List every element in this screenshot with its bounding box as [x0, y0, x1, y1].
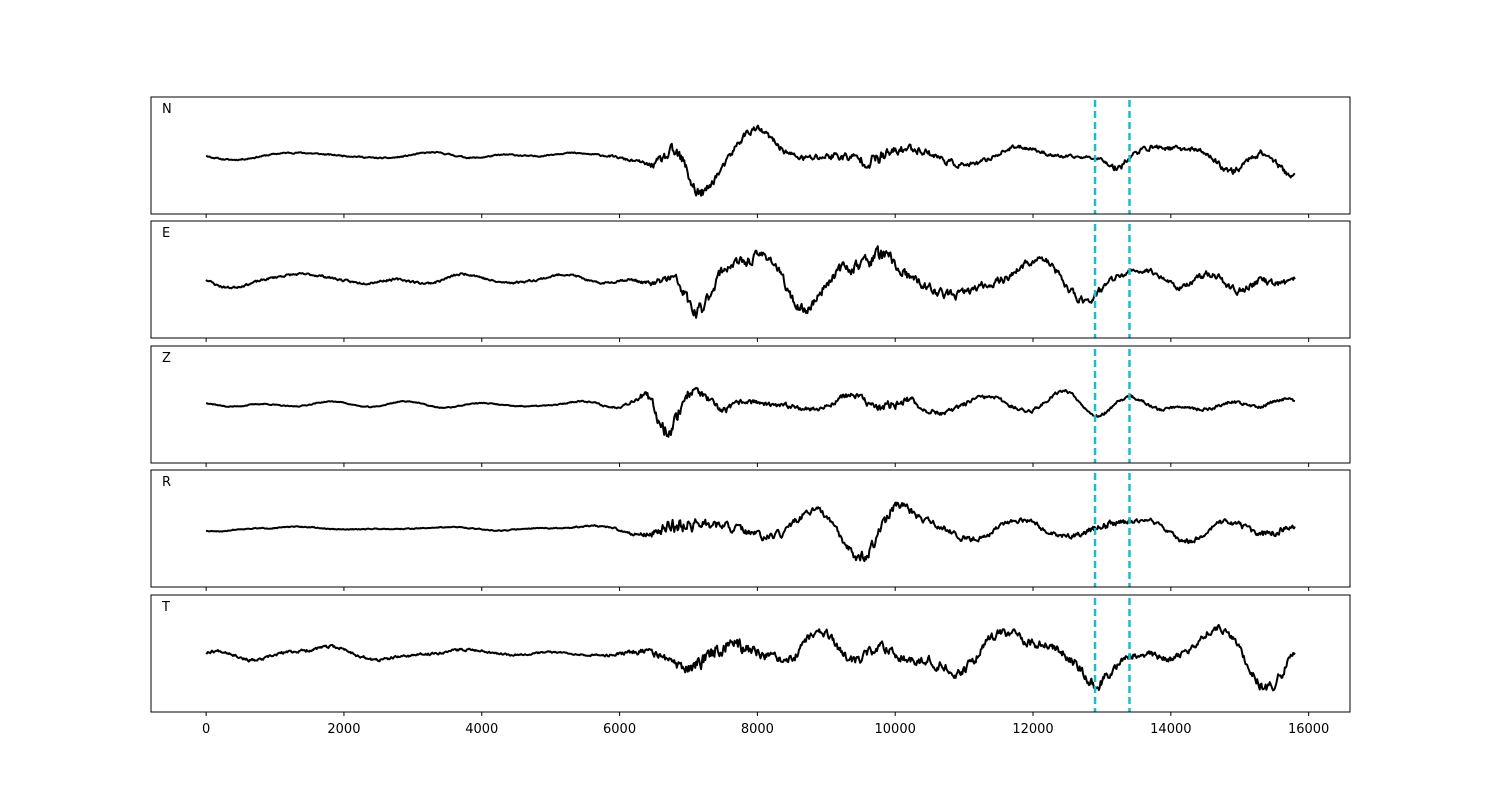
panel-frame	[150, 220, 1351, 339]
panel-frame	[150, 96, 1351, 215]
trace-r	[205, 501, 1296, 563]
trace-t	[205, 623, 1296, 692]
x-tick-label: 14000	[1150, 722, 1191, 737]
x-tick-label: 10000	[875, 722, 916, 737]
panel-frame	[150, 469, 1351, 588]
panel-n: N	[150, 96, 1351, 218]
panel-z: Z	[150, 345, 1351, 467]
x-tick-label: 12000	[1012, 722, 1053, 737]
panels-group: N E Z R T	[150, 96, 1351, 716]
trace-e	[205, 245, 1296, 319]
x-tick-label: 6000	[603, 722, 636, 737]
panel-e: E	[150, 220, 1351, 342]
panel-t: T	[150, 594, 1351, 716]
trace-z	[205, 386, 1296, 438]
panel-frame	[150, 594, 1351, 713]
panel-label: N	[162, 102, 172, 117]
panel-label: R	[162, 475, 171, 490]
panel-label: Z	[162, 351, 171, 366]
trace-n	[205, 124, 1296, 197]
panel-label: T	[161, 600, 170, 615]
x-tick-label: 16000	[1288, 722, 1329, 737]
panel-label: E	[162, 226, 170, 241]
x-axis: 0 2000 4000 6000 8000 10000 12000 14000 16000	[202, 722, 1329, 737]
x-tick-label: 0	[202, 722, 210, 737]
x-tick-label: 8000	[741, 722, 774, 737]
panel-r: R	[150, 469, 1351, 591]
x-tick-label: 2000	[327, 722, 360, 737]
panel-frame	[150, 345, 1351, 464]
x-tick-label: 4000	[465, 722, 498, 737]
